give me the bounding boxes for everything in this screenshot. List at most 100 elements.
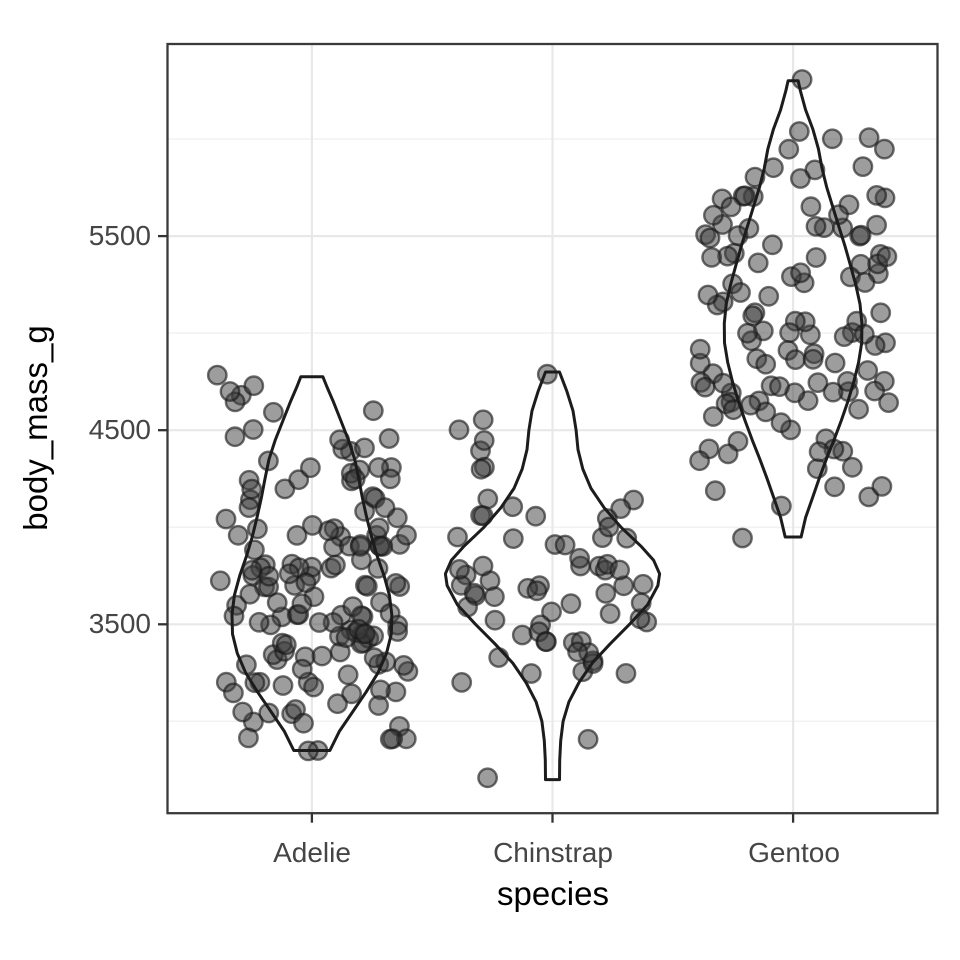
- jitter-point-gentoo: [699, 227, 721, 249]
- jitter-point-gentoo: [807, 372, 829, 393]
- jitter-point-chinstrap: [483, 586, 505, 608]
- jitter-point-gentoo: [833, 326, 855, 347]
- jitter-point-gentoo: [712, 372, 734, 394]
- jitter-point-gentoo: [805, 247, 827, 268]
- jitter-point-chinstrap: [472, 409, 494, 431]
- jitter-point-gentoo: [742, 305, 764, 327]
- jitter-point-gentoo: [720, 196, 742, 218]
- jitter-point-adelie: [378, 428, 400, 449]
- jitter-point-gentoo: [874, 138, 895, 160]
- jitter-point-chinstrap: [448, 559, 470, 580]
- jitter-point-adelie: [222, 682, 244, 704]
- jitter-point-gentoo: [852, 156, 874, 178]
- jitter-point-gentoo: [848, 398, 869, 420]
- jitter-point-adelie: [246, 518, 268, 540]
- jitter-point-gentoo: [821, 128, 843, 150]
- jitter-point-chinstrap: [541, 601, 562, 623]
- y-tick-label-4500: 4500: [88, 414, 151, 445]
- violin-outline-adelie: [230, 375, 394, 752]
- jitter-point-adelie: [311, 645, 333, 667]
- jitter-point-chinstrap: [569, 547, 590, 569]
- jitter-point-adelie: [291, 593, 313, 615]
- jitter-point-chinstrap: [451, 672, 473, 693]
- jitter-point-adelie: [227, 524, 249, 546]
- jitter-point-adelie: [349, 536, 371, 557]
- jitter-point-gentoo: [854, 272, 876, 293]
- jitter-point-chinstrap: [502, 528, 524, 549]
- jitter-point-adelie: [295, 572, 317, 593]
- jitter-point-adelie: [266, 592, 288, 613]
- jitter-point-gentoo: [802, 348, 824, 370]
- jitter-point-gentoo: [824, 476, 845, 498]
- jitter-point-gentoo: [732, 527, 753, 549]
- jitter-point-chinstrap: [609, 559, 630, 581]
- jitter-point-adelie: [239, 583, 261, 605]
- jitter-point-adelie: [299, 457, 321, 479]
- jitter-point-gentoo: [850, 224, 872, 246]
- jitter-point-adelie: [387, 621, 408, 642]
- jitter-point-chinstrap: [447, 526, 468, 548]
- jitter-point-adelie: [324, 554, 346, 576]
- jitter-point-adelie: [379, 728, 401, 750]
- jitter-point-adelie: [393, 655, 415, 676]
- jitter-point-adelie: [286, 525, 308, 546]
- jitter-point-adelie: [238, 497, 260, 518]
- jitter-point-chinstrap: [598, 516, 620, 538]
- jitter-point-gentoo: [703, 204, 724, 226]
- jitter-point-gentoo: [734, 185, 756, 207]
- jitter-point-gentoo: [755, 353, 777, 375]
- jitter-point-chinstrap: [473, 430, 495, 451]
- jitter-point-chinstrap: [470, 458, 492, 480]
- jitter-point-adelie: [362, 400, 384, 422]
- jitter-point-adelie: [308, 612, 330, 633]
- jitter-point-adelie: [262, 401, 284, 423]
- jitter-point-gentoo: [689, 338, 711, 360]
- jitter-point-gentoo: [871, 475, 893, 497]
- jitter-point-chinstrap: [599, 603, 621, 624]
- jitter-point-gentoo: [758, 285, 780, 307]
- jitter-point-gentoo: [841, 456, 863, 478]
- jitter-point-gentoo: [770, 412, 792, 434]
- violin-outline-gentoo: [722, 79, 864, 539]
- jitter-point-gentoo: [858, 127, 880, 149]
- x-tick-label-gentoo: Gentoo: [748, 837, 840, 868]
- jitter-point-gentoo: [800, 196, 822, 218]
- jitter-point-adelie: [396, 524, 417, 546]
- jitter-point-chinstrap: [595, 583, 617, 604]
- jitter-point-gentoo: [785, 349, 806, 370]
- y-axis-title: body_mass_g: [17, 325, 54, 531]
- jitter-point-chinstrap: [488, 647, 510, 668]
- jitter-point-gentoo: [697, 284, 719, 306]
- jitter-point-adelie: [291, 658, 313, 680]
- jitter-point-adelie: [354, 623, 376, 645]
- jitter-point-gentoo: [769, 376, 790, 397]
- jitter-point-adelie: [368, 695, 389, 716]
- x-tick-label-adelie: Adelie: [273, 837, 351, 868]
- jitter-point-gentoo: [778, 138, 800, 160]
- jitter-point-chinstrap: [472, 555, 494, 577]
- jitter-point-adelie: [248, 611, 270, 633]
- jitter-point-gentoo: [870, 302, 892, 324]
- jitter-point-adelie: [327, 693, 348, 715]
- jitter-point-chinstrap: [463, 582, 485, 604]
- violin-outline-chinstrap: [443, 370, 662, 782]
- jitter-point-chinstrap: [567, 641, 588, 663]
- jitter-point-gentoo: [701, 246, 722, 268]
- jitter-point-gentoo: [762, 234, 783, 256]
- jitter-point-chinstrap: [554, 534, 576, 556]
- jitter-point-chinstrap: [615, 663, 637, 684]
- jitter-point-adelie: [337, 664, 359, 686]
- jitter-point-gentoo: [730, 282, 751, 303]
- jitter-point-adelie: [224, 426, 246, 448]
- jitter-point-chinstrap: [632, 573, 654, 595]
- jitter-point-adelie: [243, 375, 265, 397]
- jitter-point-gentoo: [805, 215, 827, 237]
- jitter-point-chinstrap: [477, 767, 498, 789]
- jitter-point-adelie: [209, 570, 231, 592]
- jitter-point-chinstrap: [502, 496, 524, 518]
- jitter-point-gentoo: [702, 406, 724, 427]
- jitter-point-gentoo: [878, 392, 899, 413]
- jitter-point-adelie: [275, 634, 297, 656]
- jitter-point-chinstrap: [616, 527, 638, 549]
- jitter-point-adelie: [356, 575, 378, 597]
